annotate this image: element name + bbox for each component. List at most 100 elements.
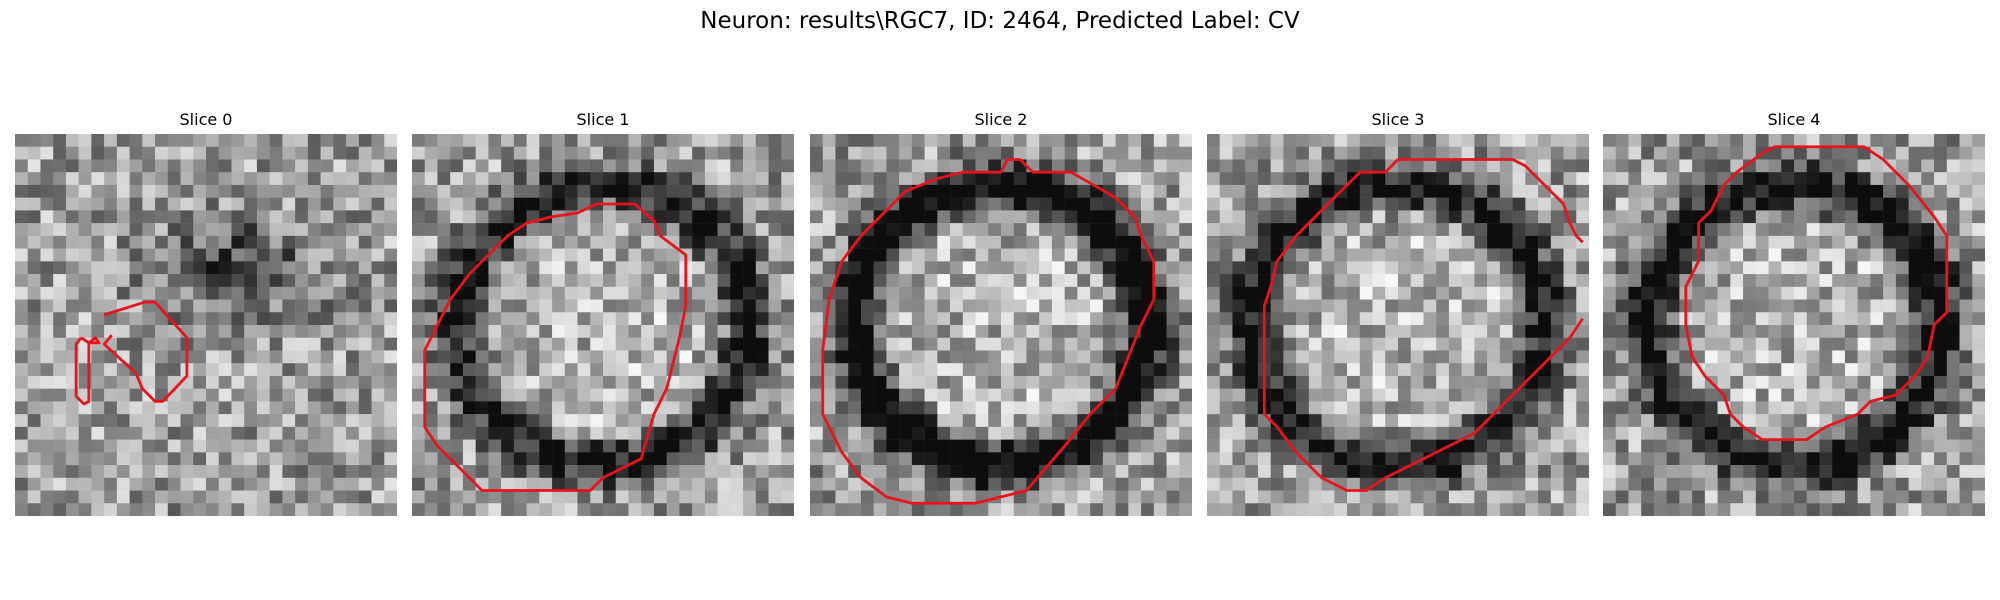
image-pixel (552, 159, 566, 173)
image-pixel (295, 490, 309, 504)
image-pixel (437, 286, 451, 300)
image-pixel (590, 325, 604, 338)
image-pixel (1895, 286, 1909, 300)
image-pixel (15, 452, 28, 466)
image-pixel (1207, 235, 1220, 249)
image-pixel (1141, 184, 1155, 198)
image-pixel (1398, 414, 1411, 428)
image-pixel (1026, 465, 1040, 479)
image-pixel (1934, 184, 1948, 198)
image-pixel (1039, 452, 1053, 466)
image-pixel (1153, 312, 1167, 326)
image-pixel (282, 337, 296, 351)
image-pixel (975, 184, 989, 198)
image-pixel (539, 401, 553, 415)
image-pixel (1423, 477, 1437, 491)
image-pixel (1946, 299, 1960, 313)
image-pixel (1628, 146, 1642, 160)
image-pixel (1064, 452, 1078, 466)
image-pixel (320, 375, 334, 389)
image-pixel (1743, 363, 1757, 377)
image-pixel (1128, 286, 1142, 300)
image-pixel (1743, 146, 1757, 160)
image-pixel (962, 146, 976, 160)
image-pixel (1615, 503, 1629, 516)
image-pixel (1844, 235, 1858, 249)
image-pixel (1628, 312, 1642, 326)
image-pixel (1436, 388, 1450, 402)
image-pixel (1781, 134, 1795, 147)
image-pixel (1512, 274, 1526, 288)
image-pixel (1347, 414, 1361, 428)
image-pixel (1179, 452, 1192, 466)
image-pixel (1615, 414, 1629, 428)
image-pixel (501, 172, 515, 186)
image-pixel (860, 172, 874, 186)
image-pixel (462, 325, 476, 338)
image-pixel (835, 477, 849, 491)
image-pixel (1001, 426, 1014, 440)
image-pixel (1487, 363, 1501, 377)
image-pixel (1077, 312, 1091, 326)
image-pixel (91, 439, 105, 453)
image-pixel (590, 261, 604, 275)
image-pixel (78, 197, 92, 211)
image-pixel (462, 197, 476, 211)
image-pixel (835, 146, 849, 160)
image-pixel (1245, 439, 1259, 453)
slice-panel-4: Slice 4 (1603, 110, 1985, 516)
image-pixel (167, 477, 181, 491)
image-pixel (1487, 325, 1501, 338)
image-pixel (1934, 452, 1948, 466)
image-pixel (666, 401, 680, 415)
image-pixel (937, 235, 951, 249)
image-pixel (358, 414, 372, 428)
image-pixel (1704, 210, 1718, 224)
image-pixel (1423, 184, 1437, 198)
image-pixel (1448, 286, 1462, 300)
image-pixel (1781, 325, 1795, 338)
image-pixel (1423, 363, 1437, 377)
image-pixel (462, 299, 476, 313)
image-pixel (27, 223, 41, 237)
image-pixel (911, 426, 925, 440)
image-pixel (358, 490, 372, 504)
image-pixel (1908, 503, 1922, 516)
image-pixel (552, 426, 566, 440)
image-pixel (1128, 184, 1142, 198)
image-pixel (282, 490, 296, 504)
image-pixel (603, 439, 616, 453)
image-pixel (810, 477, 823, 491)
image-pixel (450, 197, 464, 211)
image-pixel (743, 401, 757, 415)
image-pixel (1641, 299, 1655, 313)
image-pixel (488, 363, 502, 377)
image-pixel (1666, 223, 1680, 237)
image-pixel (924, 235, 938, 249)
image-pixel (1423, 325, 1437, 338)
image-pixel (1474, 146, 1488, 160)
image-pixel (1934, 350, 1948, 364)
image-pixel (1245, 490, 1259, 504)
image-pixel (1115, 350, 1129, 364)
image-pixel (1844, 172, 1858, 186)
image-pixel (320, 274, 334, 288)
image-pixel (218, 452, 232, 466)
image-pixel (40, 172, 54, 186)
image-pixel (295, 235, 309, 249)
image-pixel (358, 426, 372, 440)
image-pixel (603, 477, 616, 491)
image-pixel (1819, 274, 1833, 288)
image-pixel (1870, 261, 1884, 275)
image-pixel (937, 414, 951, 428)
image-pixel (1499, 261, 1513, 275)
image-pixel (462, 210, 476, 224)
image-pixel (539, 248, 553, 262)
image-pixel (1934, 299, 1948, 313)
image-pixel (526, 490, 540, 504)
image-pixel (1283, 452, 1297, 466)
image-pixel (1832, 452, 1846, 466)
image-pixel (1013, 503, 1027, 516)
image-pixel (1692, 299, 1706, 313)
image-pixel (615, 261, 629, 275)
